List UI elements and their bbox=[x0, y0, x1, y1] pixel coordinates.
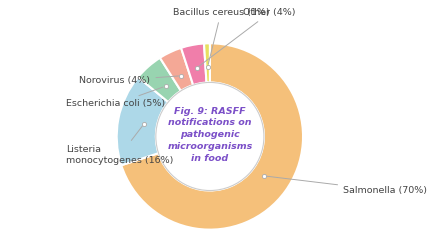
Text: Other (4%): Other (4%) bbox=[199, 8, 296, 66]
Text: Bacillus cereus (1%): Bacillus cereus (1%) bbox=[172, 8, 269, 64]
Text: Salmonella (70%): Salmonella (70%) bbox=[267, 176, 427, 195]
Wedge shape bbox=[121, 43, 303, 230]
Wedge shape bbox=[138, 58, 181, 102]
Text: Escherichia coli (5%): Escherichia coli (5%) bbox=[66, 87, 166, 108]
Wedge shape bbox=[160, 48, 193, 91]
Circle shape bbox=[156, 82, 264, 191]
Text: Fig. 9: RASFF
notifications on
pathogenic
microorganisms
in food: Fig. 9: RASFF notifications on pathogeni… bbox=[167, 107, 253, 163]
Wedge shape bbox=[117, 77, 168, 165]
Text: Norovirus (4%): Norovirus (4%) bbox=[80, 76, 178, 85]
Wedge shape bbox=[181, 44, 206, 85]
Text: Listeria
monocytogenes (16%): Listeria monocytogenes (16%) bbox=[66, 126, 174, 165]
Wedge shape bbox=[204, 43, 210, 83]
